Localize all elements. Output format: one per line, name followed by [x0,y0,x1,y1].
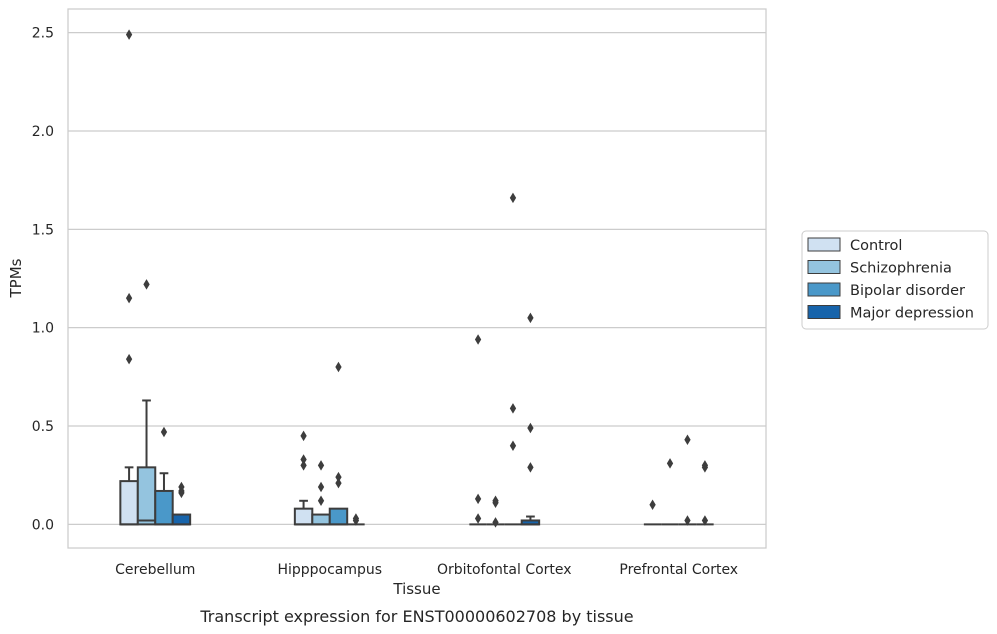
legend-frame [801,230,989,330]
outlier-point [666,458,674,469]
outlier-point [178,487,185,499]
outlier-point [701,515,709,526]
outlier-point [701,462,709,473]
category-group [119,29,192,526]
legend-swatch [807,282,841,297]
outlier-point [509,192,517,204]
outlier-point [335,361,342,373]
legend-swatch [807,237,841,252]
y-tick-label: 0.5 [32,419,54,435]
box [311,513,331,526]
y-tick-label: 1.5 [32,222,54,238]
outlier-point [509,440,517,451]
outlier-point [335,471,342,483]
x-tick-label: Prefrontal Cortex [619,562,738,578]
box [293,507,314,526]
x-tick-label: Cerebellum [115,562,195,578]
outlier-point [527,312,534,324]
y-tick-label: 2.0 [32,124,54,140]
x-tick-labels: Cerebellum Hipppocampus Orbitofontal Corte… [115,562,738,578]
outlier-point [317,481,325,493]
legend-label: Control [850,238,902,254]
plot-background [68,9,766,548]
outlier-point [509,403,517,414]
outlier-point [492,497,499,509]
outlier-point [335,477,342,489]
x-tick-label: Hipppocampus [277,562,382,578]
category-group [643,434,714,526]
x-axis-label: Tissue [392,580,440,598]
legend-label: Schizophrenia [850,261,952,277]
outlier-point [684,515,691,526]
y-tick-labels: 0.0 0.5 1.0 1.5 2.0 2.5 [32,26,54,534]
y-tick-label: 2.5 [32,26,54,42]
legend-swatch [807,305,841,319]
outlier-point [125,292,133,304]
outlier-point [492,517,499,528]
outlier-point [300,460,307,471]
legend-label: Bipolar disorder [850,283,965,299]
legend: Control Schizophrenia Bipolar disorder Majo… [801,230,989,330]
legend-swatch [807,260,841,274]
outlier-point [684,434,691,446]
y-axis-label: TPMs [7,258,25,298]
y-tick-label: 0.0 [32,517,54,533]
outlier-point [474,334,482,345]
y-tick-label: 1.0 [32,321,54,337]
outlier-point [649,499,656,510]
outlier-point [352,515,360,526]
outlier-point [317,460,325,471]
outlier-point [474,513,482,524]
outlier-point [474,493,482,505]
box-groups [119,29,714,528]
outlier-point [527,462,534,473]
category-group [469,192,541,528]
outlier-point [143,279,150,290]
outlier-point [125,29,133,40]
outlier-point [300,454,307,465]
box [171,513,192,526]
outlier-point [317,495,325,507]
outlier-point [160,426,168,438]
plot-frame [67,8,767,549]
box [154,489,174,526]
outlier-point [300,430,307,442]
outlier-point [125,353,133,365]
chart-caption: Transcript expression for ENST0000060270… [199,607,633,626]
box [136,466,157,526]
box [328,507,349,526]
outlier-point [527,422,534,434]
x-tick-label: Orbitofontal Cortex [437,562,572,578]
legend-label: Major depression [850,306,974,322]
category-group [293,361,365,526]
box [119,480,139,526]
